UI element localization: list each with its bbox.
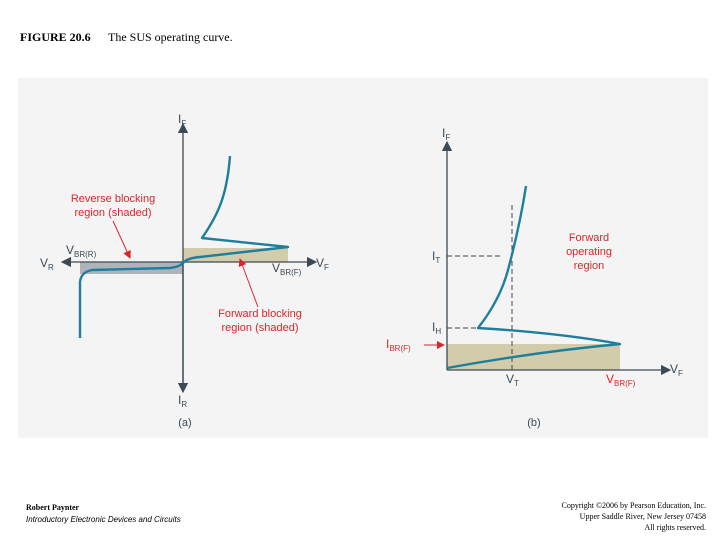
- figure-number: FIGURE 20.6: [20, 30, 91, 44]
- copyright-line: All rights reserved.: [644, 523, 706, 532]
- b-vf-label: VF: [670, 362, 683, 378]
- a-vbr-f-label: VBR(F): [272, 261, 302, 277]
- figure-title: The SUS operating curve.: [108, 30, 233, 44]
- a-forward-arrow: [238, 258, 259, 308]
- b-forward-label-line3: region: [574, 260, 605, 272]
- b-panel-label: (b): [527, 417, 540, 429]
- footer-author: Robert Paynter: [26, 503, 80, 512]
- b-if-label: IF: [442, 126, 450, 142]
- footer-copyright: Copyright ©2006 by Pearson Education, In…: [562, 500, 707, 533]
- a-panel-label: (a): [178, 417, 191, 429]
- b-ih-label: IH: [432, 320, 441, 336]
- b-forward-shade: [447, 344, 620, 370]
- a-reverse-label-line1: Reverse blocking: [71, 193, 155, 205]
- forward-blocking-shade: [183, 248, 288, 262]
- b-vt-label: VT: [506, 372, 519, 388]
- a-vbr-r-label: VBR(R): [66, 243, 97, 259]
- b-forward-label-line1: Forward: [569, 232, 609, 244]
- a-if-label: IF: [178, 112, 186, 128]
- a-vr-label: VR: [40, 256, 54, 272]
- footer-book-title: Introductory Electronic Devices and Circ…: [26, 515, 181, 524]
- a-forward-label-line1: Forward blocking: [218, 308, 302, 320]
- a-ir-label: IR: [178, 393, 187, 409]
- a-reverse-label-line2: region (shaded): [74, 207, 151, 219]
- a-reverse-arrow: [112, 220, 131, 259]
- a-sus-curve: [78, 155, 290, 338]
- a-forward-label-line2: region (shaded): [221, 322, 298, 334]
- b-vbr-f-label: VBR(F): [606, 372, 636, 388]
- b-sus-curve: [446, 185, 622, 370]
- b-it-label: IT: [432, 249, 440, 265]
- figure-panel-background: [18, 78, 708, 438]
- copyright-line: Copyright ©2006 by Pearson Education, In…: [561, 501, 707, 510]
- a-vf-label: VF: [316, 256, 329, 272]
- copyright-line: Upper Saddle River, New Jersey 07458: [579, 512, 706, 521]
- b-forward-label-line2: operating: [566, 246, 612, 258]
- b-ibr-f-label: IBR(F): [386, 337, 411, 353]
